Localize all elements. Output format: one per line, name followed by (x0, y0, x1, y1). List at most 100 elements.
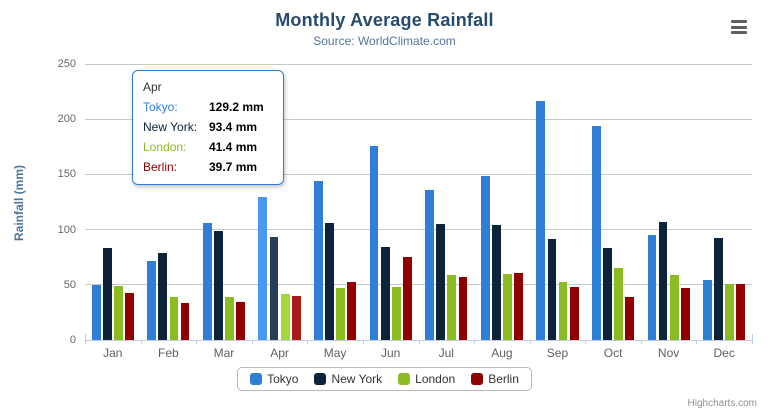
legend-item-new-york[interactable]: New York (314, 372, 382, 386)
x-axis-tick (696, 340, 698, 344)
tooltip-series-label: Tokyo: (143, 100, 178, 114)
gridline (85, 173, 752, 175)
bar-berlin-sep[interactable] (569, 287, 579, 340)
bar-new-york-may[interactable] (325, 223, 334, 340)
bar-berlin-feb[interactable] (180, 303, 190, 340)
bar-london-jan[interactable] (113, 286, 123, 340)
bar-london-oct[interactable] (614, 268, 624, 340)
bar-new-york-aug[interactable] (491, 224, 501, 340)
bar-new-york-apr[interactable] (269, 236, 279, 340)
x-axis-tick-label-may: May (323, 346, 347, 360)
x-axis-tick-label-jul: Jul (438, 346, 454, 360)
bar-new-york-dec[interactable] (714, 238, 724, 340)
bar-berlin-may[interactable] (347, 281, 357, 340)
bar-new-york-jul[interactable] (436, 224, 446, 340)
legend-label: Tokyo (267, 372, 299, 386)
legend-item-london[interactable]: London (398, 372, 455, 386)
tooltip-row: New York: 93.4 mm (143, 117, 273, 137)
chart-subtitle: Source: WorldClimate.com (313, 34, 456, 48)
x-axis-end-tick (85, 334, 86, 340)
bar-london-aug[interactable] (503, 274, 512, 340)
x-axis-tick-label-feb: Feb (158, 346, 179, 360)
bar-new-york-nov[interactable] (658, 222, 668, 340)
y-axis-tick-label: 0 (69, 334, 76, 346)
bar-new-york-feb[interactable] (158, 253, 168, 340)
tooltip-row: Tokyo: 129.2 mm (143, 97, 273, 117)
bar-tokyo-sep[interactable] (536, 101, 546, 340)
tooltip-series-value: 39.7 mm (209, 160, 258, 174)
x-axis-tick (418, 340, 420, 344)
bar-tokyo-nov[interactable] (647, 234, 657, 340)
legend-symbol-icon (314, 373, 327, 385)
bar-tokyo-may[interactable] (314, 181, 323, 340)
tooltip-row: London: 41.4 mm (143, 137, 273, 157)
tooltip-rows: Tokyo: 129.2 mm New York: 93.4 mm London: 41.… (143, 97, 273, 177)
y-axis-labels: 0 50 100 150 200 250 (0, 58, 76, 346)
bar-new-york-sep[interactable] (547, 239, 557, 340)
x-axis-tick-label-aug: Aug (491, 346, 513, 360)
bar-berlin-nov[interactable] (680, 288, 690, 340)
bar-london-jul[interactable] (447, 274, 457, 340)
bar-berlin-mar[interactable] (236, 301, 246, 340)
gridline (85, 284, 752, 286)
x-axis-tick (307, 340, 309, 344)
bar-berlin-dec[interactable] (736, 283, 746, 340)
bar-london-mar[interactable] (225, 296, 234, 340)
bar-london-apr[interactable] (280, 294, 290, 340)
x-axis-tick-label-dec: Dec (713, 346, 735, 360)
gridline (85, 63, 752, 65)
credits-link[interactable]: Highcharts.com (687, 398, 757, 409)
bar-berlin-jan[interactable] (125, 293, 134, 340)
tooltip-series-label: New York: (143, 120, 198, 134)
chart-title: Monthly Average Rainfall (275, 10, 494, 30)
bar-new-york-jan[interactable] (102, 247, 112, 340)
x-axis-tick (752, 340, 753, 344)
legend-label: Berlin (488, 372, 519, 386)
tooltip-header: Apr (143, 80, 162, 94)
bar-tokyo-jan[interactable] (91, 284, 101, 340)
legend: Tokyo New York London Berlin (237, 367, 532, 391)
export-menu-button[interactable] (731, 20, 747, 34)
bar-tokyo-aug[interactable] (480, 176, 490, 340)
bar-london-may[interactable] (336, 288, 346, 340)
bar-new-york-mar[interactable] (214, 231, 223, 340)
bar-berlin-jun[interactable] (402, 256, 412, 340)
bar-london-sep[interactable] (558, 282, 568, 340)
legend-item-berlin[interactable]: Berlin (471, 372, 519, 386)
bar-london-nov[interactable] (669, 274, 679, 340)
legend-symbol-icon (471, 373, 484, 385)
tooltip-series-value: 41.4 mm (209, 140, 258, 154)
tooltip-series-label: Berlin: (143, 160, 178, 174)
x-axis-tick (196, 340, 198, 344)
x-axis-tick-label-jan: Jan (103, 346, 123, 360)
bar-london-feb[interactable] (169, 297, 179, 340)
bar-tokyo-mar[interactable] (202, 222, 212, 340)
legend-item-tokyo[interactable]: Tokyo (250, 372, 298, 386)
bar-berlin-oct[interactable] (625, 296, 635, 340)
x-axis-tick-label-jun: Jun (381, 346, 401, 360)
legend-label: New York (331, 372, 383, 386)
bar-tokyo-apr[interactable] (258, 197, 268, 340)
bar-new-york-jun[interactable] (380, 246, 390, 340)
bar-tokyo-jun[interactable] (369, 145, 379, 340)
bar-tokyo-jul[interactable] (425, 190, 435, 340)
bar-berlin-aug[interactable] (514, 273, 523, 340)
x-axis-tick-label-apr: Apr (270, 346, 289, 360)
legend-symbol-icon (250, 373, 263, 385)
x-axis-tick (640, 340, 642, 344)
bar-new-york-oct[interactable] (603, 247, 612, 340)
bar-berlin-apr[interactable] (291, 296, 301, 340)
bar-london-dec[interactable] (725, 283, 735, 340)
bar-tokyo-oct[interactable] (591, 125, 601, 340)
tooltip-series-value: 93.4 mm (209, 120, 258, 134)
x-axis-tick-label-mar: Mar (213, 346, 235, 360)
bar-london-jun[interactable] (391, 286, 401, 340)
y-axis-tick-label: 150 (57, 168, 76, 181)
bar-tokyo-feb[interactable] (147, 261, 157, 340)
gridline (85, 118, 752, 120)
bar-tokyo-dec[interactable] (703, 279, 712, 340)
x-axis-tick (585, 340, 587, 344)
bar-berlin-jul[interactable] (458, 276, 468, 340)
x-axis-tick-label-sep: Sep (546, 346, 569, 360)
